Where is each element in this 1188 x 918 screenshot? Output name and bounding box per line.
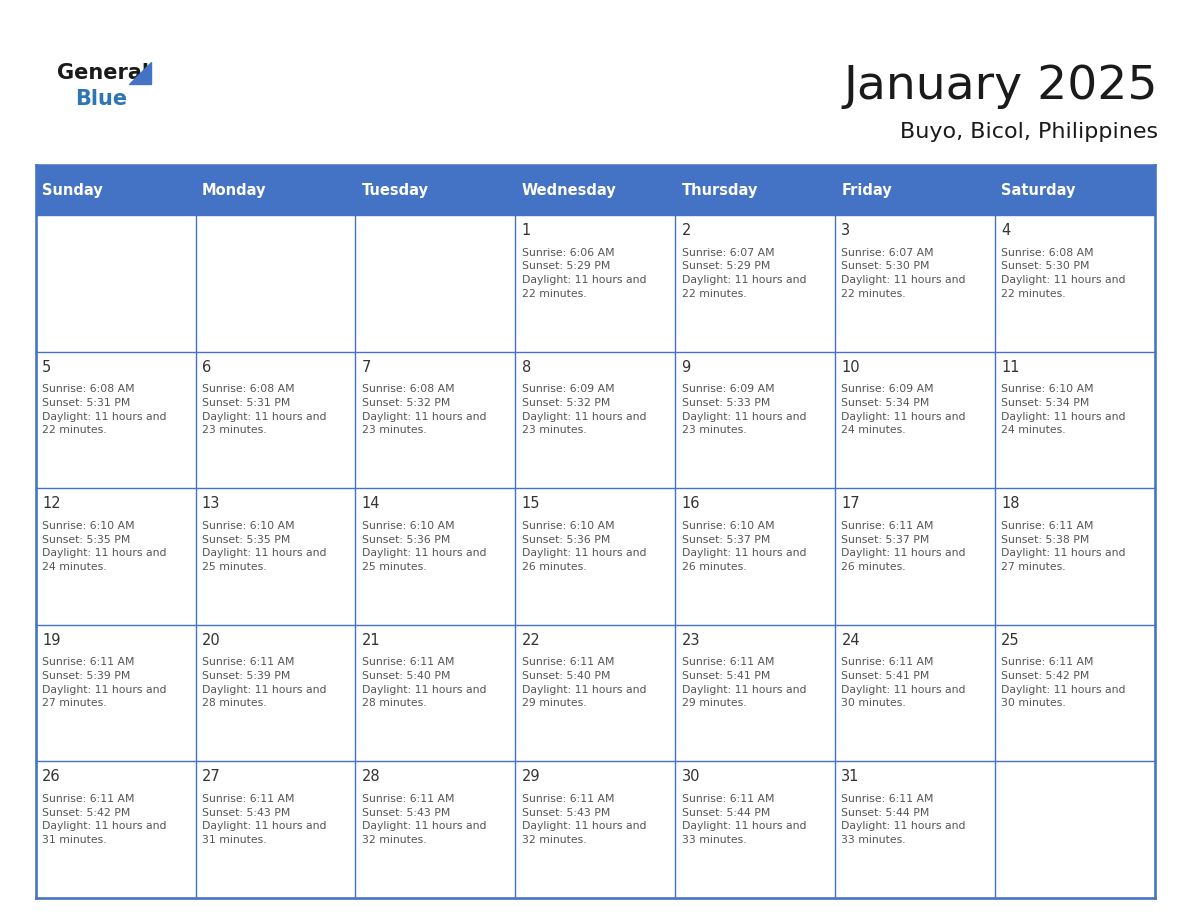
Text: Sunrise: 6:11 AM
Sunset: 5:43 PM
Daylight: 11 hours and
31 minutes.: Sunrise: 6:11 AM Sunset: 5:43 PM Dayligh… [202,794,327,845]
Text: 8: 8 [522,360,531,375]
Text: Sunrise: 6:06 AM
Sunset: 5:29 PM
Daylight: 11 hours and
22 minutes.: Sunrise: 6:06 AM Sunset: 5:29 PM Dayligh… [522,248,646,298]
Text: 6: 6 [202,360,211,375]
Text: Sunrise: 6:07 AM
Sunset: 5:30 PM
Daylight: 11 hours and
22 minutes.: Sunrise: 6:07 AM Sunset: 5:30 PM Dayligh… [841,248,966,298]
Text: 17: 17 [841,497,860,511]
Text: 18: 18 [1001,497,1019,511]
Text: Sunrise: 6:10 AM
Sunset: 5:35 PM
Daylight: 11 hours and
25 minutes.: Sunrise: 6:10 AM Sunset: 5:35 PM Dayligh… [202,521,327,572]
Text: Sunrise: 6:08 AM
Sunset: 5:31 PM
Daylight: 11 hours and
22 minutes.: Sunrise: 6:08 AM Sunset: 5:31 PM Dayligh… [42,385,166,435]
Text: 12: 12 [42,497,61,511]
Text: General: General [57,62,148,83]
Text: 15: 15 [522,497,541,511]
Text: Sunrise: 6:10 AM
Sunset: 5:37 PM
Daylight: 11 hours and
26 minutes.: Sunrise: 6:10 AM Sunset: 5:37 PM Dayligh… [682,521,805,572]
Text: 16: 16 [682,497,700,511]
Text: Sunrise: 6:08 AM
Sunset: 5:31 PM
Daylight: 11 hours and
23 minutes.: Sunrise: 6:08 AM Sunset: 5:31 PM Dayligh… [202,385,327,435]
Text: Sunrise: 6:11 AM
Sunset: 5:42 PM
Daylight: 11 hours and
30 minutes.: Sunrise: 6:11 AM Sunset: 5:42 PM Dayligh… [1001,657,1126,709]
Text: 19: 19 [42,633,61,648]
Text: Thursday: Thursday [682,183,758,197]
Text: 9: 9 [682,360,690,375]
Text: Sunrise: 6:07 AM
Sunset: 5:29 PM
Daylight: 11 hours and
22 minutes.: Sunrise: 6:07 AM Sunset: 5:29 PM Dayligh… [682,248,805,298]
Text: 10: 10 [841,360,860,375]
Text: 29: 29 [522,769,541,785]
Text: Sunrise: 6:10 AM
Sunset: 5:36 PM
Daylight: 11 hours and
26 minutes.: Sunrise: 6:10 AM Sunset: 5:36 PM Dayligh… [522,521,646,572]
Polygon shape [129,62,151,84]
Text: 7: 7 [362,360,371,375]
Text: Sunrise: 6:09 AM
Sunset: 5:32 PM
Daylight: 11 hours and
23 minutes.: Sunrise: 6:09 AM Sunset: 5:32 PM Dayligh… [522,385,646,435]
Text: Sunrise: 6:11 AM
Sunset: 5:38 PM
Daylight: 11 hours and
27 minutes.: Sunrise: 6:11 AM Sunset: 5:38 PM Dayligh… [1001,521,1126,572]
Text: 20: 20 [202,633,221,648]
Text: Sunrise: 6:09 AM
Sunset: 5:34 PM
Daylight: 11 hours and
24 minutes.: Sunrise: 6:09 AM Sunset: 5:34 PM Dayligh… [841,385,966,435]
Text: Sunrise: 6:11 AM
Sunset: 5:42 PM
Daylight: 11 hours and
31 minutes.: Sunrise: 6:11 AM Sunset: 5:42 PM Dayligh… [42,794,166,845]
Text: January 2025: January 2025 [843,63,1158,109]
Text: 22: 22 [522,633,541,648]
Text: Sunrise: 6:08 AM
Sunset: 5:32 PM
Daylight: 11 hours and
23 minutes.: Sunrise: 6:08 AM Sunset: 5:32 PM Dayligh… [362,385,486,435]
Bar [36,352,1155,488]
Text: 11: 11 [1001,360,1019,375]
Text: 24: 24 [841,633,860,648]
Text: Sunrise: 6:08 AM
Sunset: 5:30 PM
Daylight: 11 hours and
22 minutes.: Sunrise: 6:08 AM Sunset: 5:30 PM Dayligh… [1001,248,1126,298]
Text: Sunrise: 6:11 AM
Sunset: 5:43 PM
Daylight: 11 hours and
32 minutes.: Sunrise: 6:11 AM Sunset: 5:43 PM Dayligh… [362,794,486,845]
Text: Sunrise: 6:11 AM
Sunset: 5:43 PM
Daylight: 11 hours and
32 minutes.: Sunrise: 6:11 AM Sunset: 5:43 PM Dayligh… [522,794,646,845]
Text: Buyo, Bicol, Philippines: Buyo, Bicol, Philippines [901,122,1158,142]
Text: 4: 4 [1001,223,1011,239]
Text: Sunrise: 6:11 AM
Sunset: 5:40 PM
Daylight: 11 hours and
28 minutes.: Sunrise: 6:11 AM Sunset: 5:40 PM Dayligh… [362,657,486,709]
Text: 25: 25 [1001,633,1019,648]
Bar [36,165,1155,215]
Text: Sunrise: 6:10 AM
Sunset: 5:35 PM
Daylight: 11 hours and
24 minutes.: Sunrise: 6:10 AM Sunset: 5:35 PM Dayligh… [42,521,166,572]
Text: Sunrise: 6:11 AM
Sunset: 5:39 PM
Daylight: 11 hours and
27 minutes.: Sunrise: 6:11 AM Sunset: 5:39 PM Dayligh… [42,657,166,709]
Text: 28: 28 [362,769,380,785]
Text: 13: 13 [202,497,220,511]
Text: Sunrise: 6:11 AM
Sunset: 5:41 PM
Daylight: 11 hours and
29 minutes.: Sunrise: 6:11 AM Sunset: 5:41 PM Dayligh… [682,657,805,709]
Text: Sunrise: 6:11 AM
Sunset: 5:41 PM
Daylight: 11 hours and
30 minutes.: Sunrise: 6:11 AM Sunset: 5:41 PM Dayligh… [841,657,966,709]
Bar [36,488,1155,625]
Bar [36,761,1155,898]
Text: 2: 2 [682,223,691,239]
Text: Sunrise: 6:09 AM
Sunset: 5:33 PM
Daylight: 11 hours and
23 minutes.: Sunrise: 6:09 AM Sunset: 5:33 PM Dayligh… [682,385,805,435]
Text: Friday: Friday [841,183,892,197]
Text: 3: 3 [841,223,851,239]
Text: 23: 23 [682,633,700,648]
Text: 26: 26 [42,769,61,785]
Text: Sunrise: 6:11 AM
Sunset: 5:37 PM
Daylight: 11 hours and
26 minutes.: Sunrise: 6:11 AM Sunset: 5:37 PM Dayligh… [841,521,966,572]
Bar [36,625,1155,761]
Text: Sunrise: 6:11 AM
Sunset: 5:44 PM
Daylight: 11 hours and
33 minutes.: Sunrise: 6:11 AM Sunset: 5:44 PM Dayligh… [682,794,805,845]
Text: Monday: Monday [202,183,266,197]
Text: Sunrise: 6:11 AM
Sunset: 5:44 PM
Daylight: 11 hours and
33 minutes.: Sunrise: 6:11 AM Sunset: 5:44 PM Dayligh… [841,794,966,845]
Text: Tuesday: Tuesday [362,183,429,197]
Text: 30: 30 [682,769,700,785]
Text: 31: 31 [841,769,860,785]
Text: 27: 27 [202,769,221,785]
Text: Sunrise: 6:11 AM
Sunset: 5:39 PM
Daylight: 11 hours and
28 minutes.: Sunrise: 6:11 AM Sunset: 5:39 PM Dayligh… [202,657,327,709]
Text: Saturday: Saturday [1001,183,1076,197]
Text: 5: 5 [42,360,51,375]
Bar [36,215,1155,352]
Text: 14: 14 [362,497,380,511]
Text: Blue: Blue [75,89,127,108]
Text: Sunrise: 6:10 AM
Sunset: 5:34 PM
Daylight: 11 hours and
24 minutes.: Sunrise: 6:10 AM Sunset: 5:34 PM Dayligh… [1001,385,1126,435]
Text: 1: 1 [522,223,531,239]
Text: Sunrise: 6:11 AM
Sunset: 5:40 PM
Daylight: 11 hours and
29 minutes.: Sunrise: 6:11 AM Sunset: 5:40 PM Dayligh… [522,657,646,709]
Text: Sunrise: 6:10 AM
Sunset: 5:36 PM
Daylight: 11 hours and
25 minutes.: Sunrise: 6:10 AM Sunset: 5:36 PM Dayligh… [362,521,486,572]
Text: Sunday: Sunday [42,183,103,197]
Text: Wednesday: Wednesday [522,183,617,197]
Text: 21: 21 [362,633,380,648]
